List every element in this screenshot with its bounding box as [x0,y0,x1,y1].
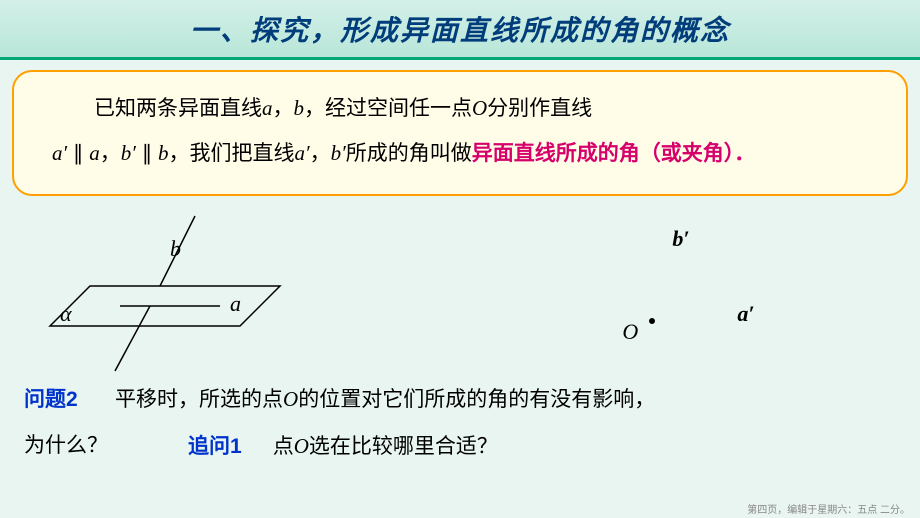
question-2-row2: 为什么？ 追问1 点O选在比较哪里合适？ [24,423,892,470]
questions-block: 问题2 平移时，所选的点O的位置对它们所成的角的有没有影响， 为什么？ 追问1 … [24,376,892,470]
figure-row: α a b O a′ b′ [20,206,900,376]
def-t2: ， [273,97,294,120]
definition-box: 已知两条异面直线a，b，经过空间任一点O分别作直线 a′ ∥ a，b′ ∥ b，… [12,70,908,196]
q2-t3: 为什么？ [24,434,108,457]
follow-t2: 选在比较哪里合适？ [309,435,498,458]
q2-t2: 的位置对它们所成的角的有没有影响， [298,388,655,411]
question-2: 问题2 平移时，所选的点O的位置对它们所成的角的有没有影响， [24,376,892,423]
def-comma: ， [100,142,121,165]
q2-O: O [283,387,298,411]
follow-O: O [294,434,309,458]
def-O: O [472,96,487,120]
figure-left: α a b [20,206,442,376]
def-par1: ∥ [67,142,89,165]
footer-text: 第四页，编辑于星期六：五点 二分。 [747,501,910,516]
def-t6: ， [310,142,331,165]
def-t3: ，经过空间任一点 [304,97,472,120]
slide-header: 一、探究，形成异面直线所成的角的概念 [0,0,920,60]
label-bp: b′ [672,226,689,252]
label-a: a [230,291,241,317]
def-b: b [294,96,305,120]
def-ap2: a′ [295,141,310,165]
def-t7: 所成的角叫做 [346,142,472,165]
skew-lines-diagram [20,206,340,376]
def-highlight: 异面直线所成的角（或夹角）． [472,142,756,165]
q2-t1: 平移时，所选的点 [115,388,283,411]
label-b: b [170,236,181,262]
label-O: O [622,319,638,345]
def-b2: b [158,141,169,165]
follow-t1: 点 [273,435,294,458]
def-par2: ∥ [136,142,158,165]
def-a2: a [89,141,100,165]
slide-title: 一、探究，形成异面直线所成的角的概念 [190,9,730,49]
def-t1: 已知两条异面直线 [94,97,262,120]
def-bp2: b′ [331,141,346,165]
figure-right: O a′ b′ [442,206,900,376]
label-ap: a′ [737,301,754,327]
def-bp: b′ [121,141,136,165]
q2-label: 问题2 [24,388,78,411]
def-a: a [262,96,273,120]
follow-label: 追问1 [188,435,242,458]
def-t5: ，我们把直线 [169,142,295,165]
def-t4: 分别作直线 [487,97,592,120]
def-ap: a′ [52,141,67,165]
label-alpha: α [60,301,72,327]
point-diagram [442,206,842,376]
